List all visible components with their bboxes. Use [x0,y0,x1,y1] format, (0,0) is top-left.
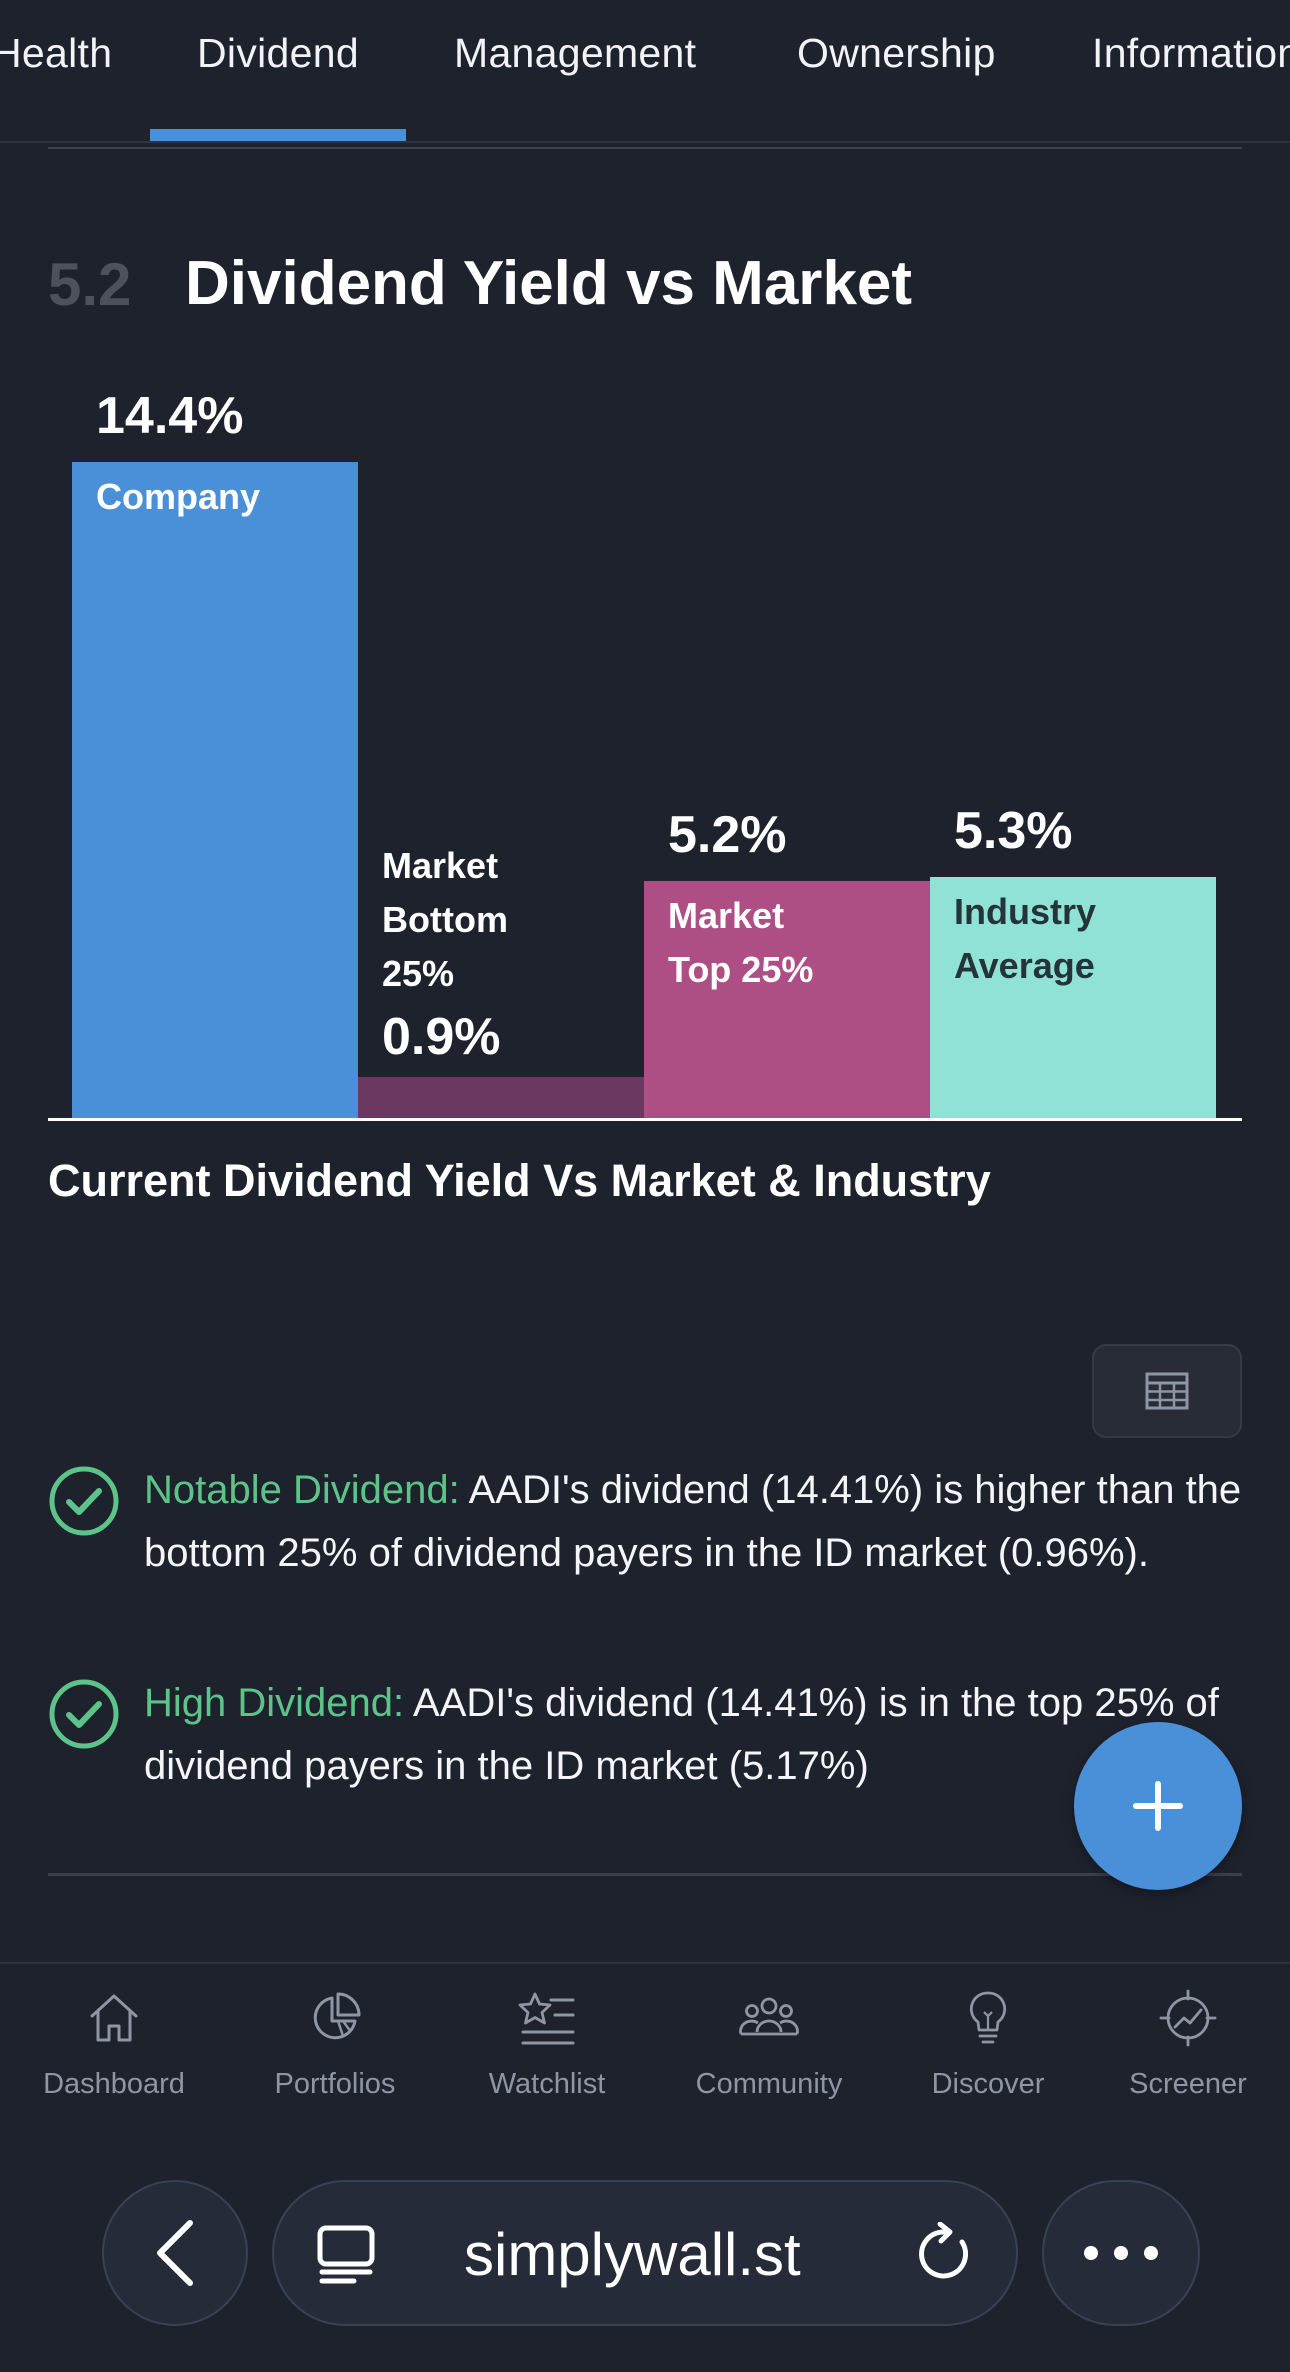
nav-label: Portfolios [274,2068,396,2100]
tab-ownership[interactable]: Ownership [797,30,996,76]
screener-icon [1159,1989,1217,2047]
tab-dividend[interactable]: Dividend [197,30,359,76]
lightbulb-icon [969,1991,1007,2044]
section-title: Dividend Yield vs Market [185,249,913,318]
plus-icon [1133,1781,1183,1831]
content-divider [48,1873,1242,1876]
check-item-notable-dividend: Notable Dividend: AADI's dividend (14.41… [48,1459,1242,1649]
section-divider [48,147,1242,149]
category-label-market-top-25: Market Top 25% [668,895,814,990]
value-label-company: 14.4% [96,387,244,445]
nav-item-watchlist[interactable]: Watchlist [447,1964,647,2114]
table-view-button[interactable] [1092,1344,1242,1438]
category-label-market-bottom-25: Market Bottom 25% [382,845,508,994]
community-icon [739,1997,799,2036]
active-tab-indicator [150,129,406,141]
tab-management[interactable]: Management [454,30,697,76]
more-icon [1084,2246,1158,2260]
check-description: AADI's dividend (14.41%) is higher than … [144,1468,1242,1575]
chart-caption: Current Dividend Yield Vs Market & Indus… [48,1155,991,1206]
browser-toolbar: simplywall.st [0,2112,1290,2372]
check-circle-icon [49,1466,119,1536]
check-text: High Dividend: AADI's dividend (14.41%) … [144,1672,1254,1798]
nav-item-dashboard[interactable]: Dashboard [14,1964,214,2114]
chart-baseline [48,1118,1242,1121]
bar-market-top-25 [644,881,930,1118]
tabs-icon [317,2225,375,2284]
add-button[interactable] [1074,1722,1242,1890]
browser-back-button[interactable] [102,2180,248,2326]
check-title: Notable Dividend: [144,1468,460,1512]
nav-item-portfolios[interactable]: Portfolios [235,1964,435,2114]
nav-label: Community [695,2068,843,2100]
bar-market-bottom-25 [358,1077,644,1118]
value-label-market-bottom-25: 0.9% [382,1008,501,1066]
check-circle-icon [49,1679,119,1749]
check-text: Notable Dividend: AADI's dividend (14.41… [144,1459,1254,1585]
bar-industry-average [930,877,1216,1118]
value-label-industry-average: 5.3% [954,802,1073,860]
category-label-industry-average: Industry Average [954,891,1097,986]
section-number: 5.2 [48,251,132,318]
dividend-yield-chart: 14.4% 0.9% 5.2% 5.3% Company Market Bott… [0,0,1290,1130]
check-item-high-dividend: High Dividend: AADI's dividend (14.41%) … [48,1672,1242,1802]
star-list-icon [518,1992,575,2045]
value-label-market-top-25: 5.2% [668,806,787,864]
tab-information[interactable]: Information [1092,30,1290,76]
nav-label: Discover [931,2068,1045,2100]
nav-item-screener[interactable]: Screener [1088,1964,1288,2114]
tabs-divider [0,141,1290,143]
tab-health[interactable]: Health [0,30,113,76]
browser-more-button[interactable] [1042,2180,1200,2326]
bar-company [72,462,358,1118]
nav-label: Screener [1129,2068,1247,2100]
category-label-company: Company [96,476,261,517]
nav-label: Watchlist [488,2068,606,2100]
browser-url: simplywall.st [464,2221,801,2288]
table-icon [1145,1372,1189,1410]
check-description: AADI's dividend (14.41%) is in the top 2… [144,1681,1219,1788]
pie-chart-icon [313,1992,361,2040]
home-icon [90,1994,138,2042]
back-icon [157,2220,193,2286]
nav-item-community[interactable]: Community [669,1964,869,2114]
check-title: High Dividend: [144,1681,405,1725]
bottom-nav: Dashboard Portfolios Watchlist [0,1962,1290,2112]
reload-icon[interactable] [914,2222,978,2286]
nav-label: Dashboard [43,2068,185,2100]
section-tabs: Health Dividend Management Ownership Inf… [0,0,1290,143]
browser-address-bar[interactable]: simplywall.st [272,2180,1018,2326]
nav-item-discover[interactable]: Discover [888,1964,1088,2114]
